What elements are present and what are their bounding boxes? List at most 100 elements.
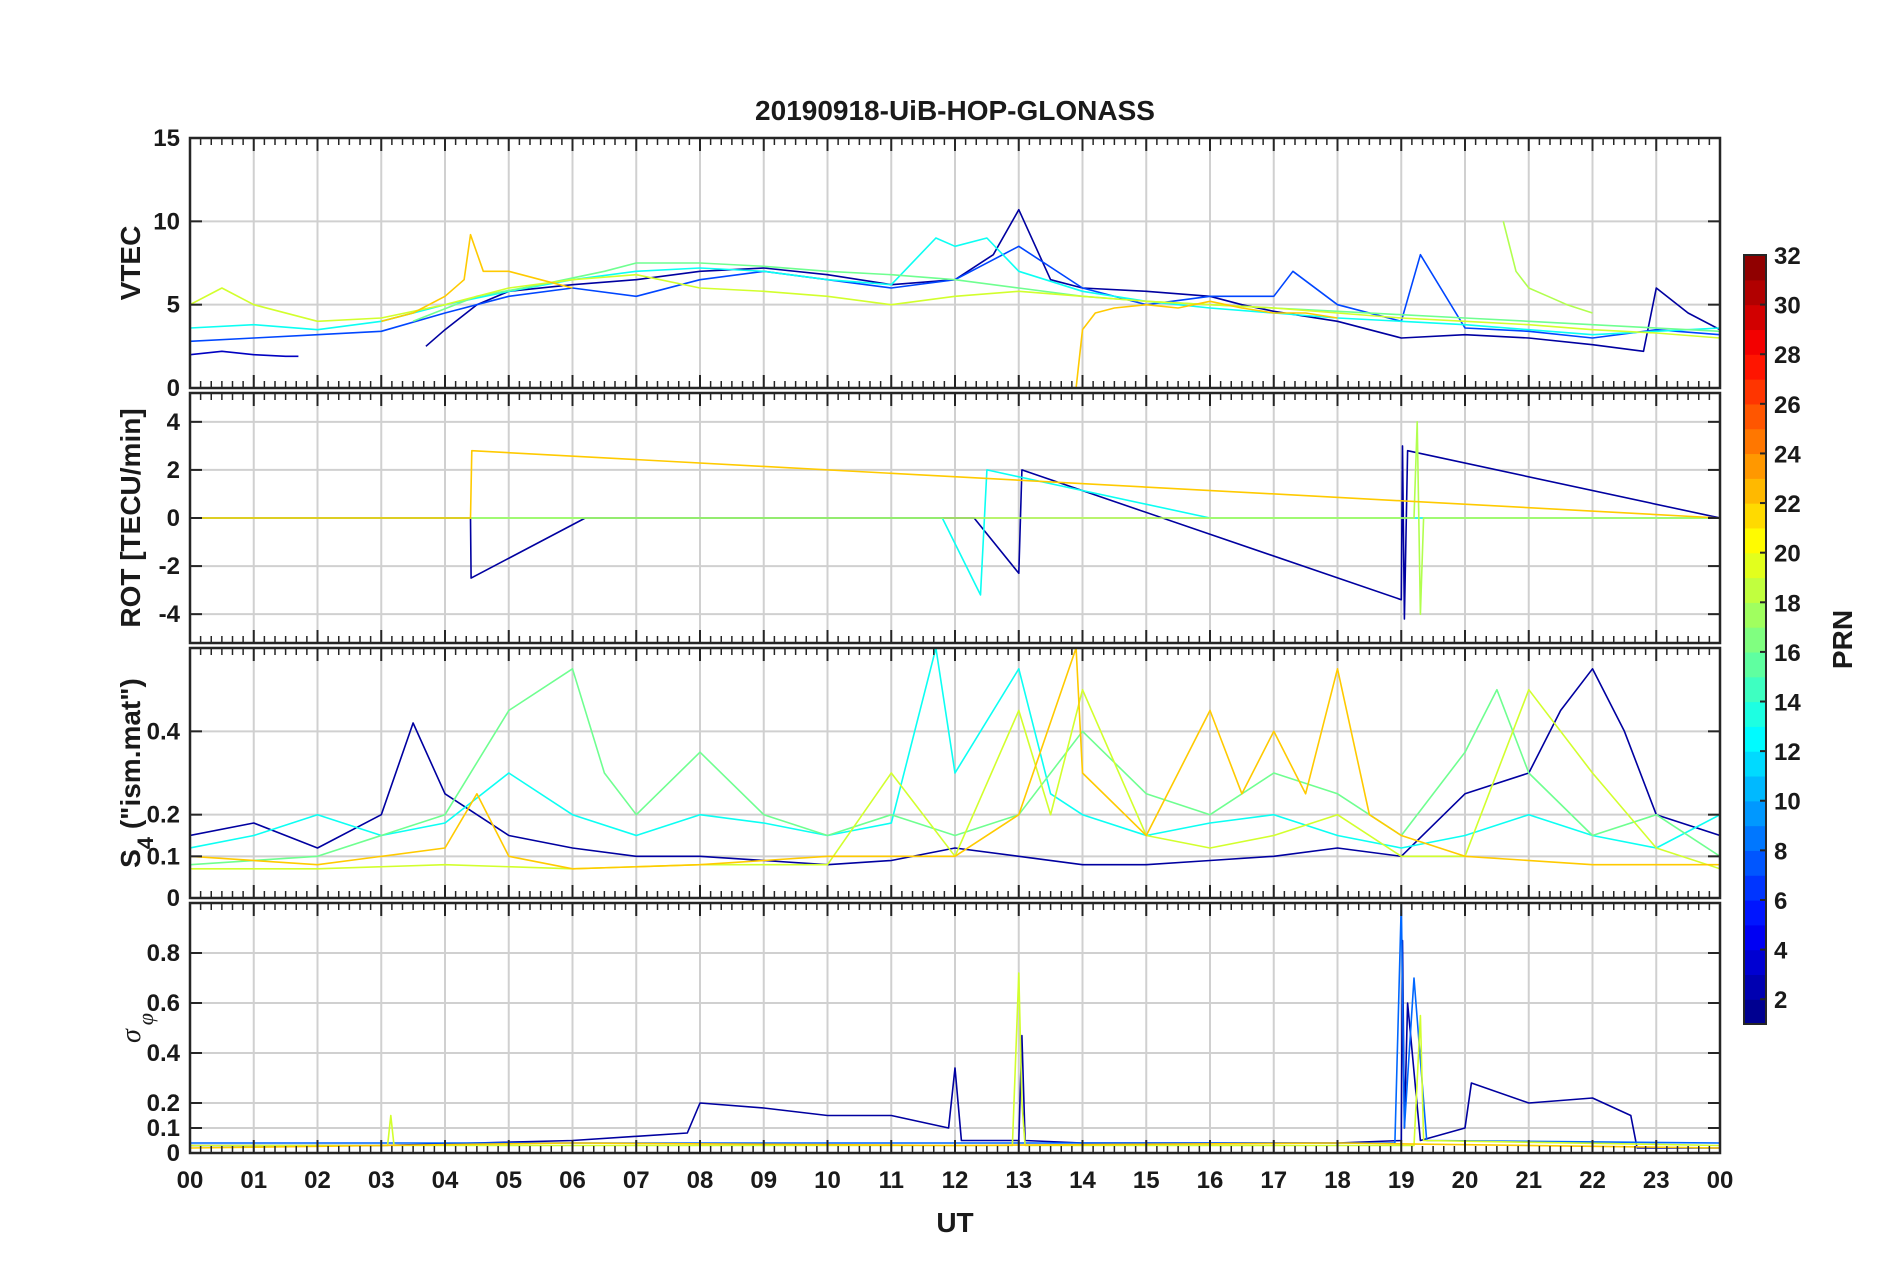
colorbar-tick-label: 32 [1774,243,1801,270]
x-tick-label: 05 [495,1167,522,1194]
colorbar-tick-label: 6 [1774,888,1787,915]
series-line-prn-19 [190,972,1720,1147]
x-tick-label: 18 [1324,1167,1351,1194]
y-tick-label: 5 [167,292,180,319]
colorbar-tick-label: 8 [1774,838,1787,865]
y-tick-label: 0 [167,375,180,402]
series-line-prn-16 [412,262,1720,333]
x-tick-label: 09 [750,1167,777,1194]
colorbar-segment [1744,949,1766,975]
x-tick-label: 08 [687,1167,714,1194]
x-tick-label: 20 [1452,1167,1479,1194]
x-tick-label: 14 [1069,1167,1096,1194]
colorbar-segment [1744,527,1766,554]
colorbar-segment [1744,279,1766,306]
x-tick-label: 00 [1707,1167,1734,1194]
colorbar-segment [1744,577,1766,603]
series-line-prn-7 [190,245,1720,343]
y-axis-label: ROT [TECU/min] [115,408,146,627]
y-tick-label: 0.4 [147,1040,181,1067]
panel-2: 0 0.1 0.2 0.4S4 ("ism.mat") [115,646,1722,912]
series-line-prn-22 [190,449,1720,519]
y-axis-label: VTEC [115,226,146,301]
colorbar-segment [1744,255,1766,281]
x-tick-label: 10 [814,1167,841,1194]
panel-3: 00.10.2 0.4 0.6 0.8 σφ [116,901,1722,1167]
y-tick-label: -2 [159,553,180,580]
panel-frame [188,646,1722,900]
chart-title: 20190918-UiB-HOP-GLONASS [755,95,1155,126]
colorbar-segment [1744,602,1766,628]
colorbar-tick-label: 12 [1774,739,1801,766]
colorbar-tick-label: 14 [1774,690,1801,717]
colorbar-segment [1744,974,1766,1000]
series-line-prn-2 [190,667,1720,866]
series-line-prn-3 [190,350,299,358]
series-group [190,648,1720,870]
x-tick-label: 15 [1133,1167,1160,1194]
series-line-prn-8 [190,903,1720,1144]
y-tick-label: 0 [167,1140,180,1167]
panel-0: 0 5 10 15 VTEC [115,125,1722,402]
colorbar-segment [1744,354,1766,380]
series-line-prn-19 [190,273,1720,339]
colorbar-segment [1744,503,1766,529]
y-tick-label: 0.2 [147,802,180,829]
x-tick-label: 06 [559,1167,586,1194]
colorbar-tick-label: 16 [1774,640,1801,667]
colorbar-tick-label: 20 [1774,541,1801,568]
colorbar-frame [1743,254,1767,1025]
colorbar-label: PRN [1827,610,1858,669]
x-tick-label: 23 [1643,1167,1670,1194]
x-axis-label: UT [936,1207,973,1238]
colorbar-segment [1744,999,1766,1025]
colorbar-segment [1744,478,1766,504]
panel-frame [188,136,1722,390]
y-tick-label: 0.8 [147,940,180,967]
colorbar-tick-label: 22 [1774,491,1801,518]
y-axis-label: S4 ("ism.mat") [115,678,158,868]
x-tick-label: 17 [1260,1167,1287,1194]
colorbar-tick-label: 4 [1774,938,1788,965]
colorbar-segment [1744,403,1766,430]
colorbar-segment [1744,775,1766,802]
colorbar-segment [1744,701,1766,727]
y-tick-label: 0 [167,505,180,532]
series-line-prn-13 [190,648,1720,849]
colorbar-segment [1744,651,1766,678]
colorbar-segment [1744,329,1766,355]
colorbar-segment [1744,850,1766,876]
series-line-prn-22 [1075,300,1338,388]
colorbar-segment [1744,379,1766,405]
series-group [190,208,1720,388]
x-tick-label: 19 [1388,1167,1415,1194]
colorbar-tick-label: 24 [1774,441,1801,468]
series-line-prn-22 [381,233,573,323]
y-tick-label: 4 [167,409,181,436]
y-tick-label: 15 [153,125,180,152]
x-tick-label: 07 [623,1167,650,1194]
colorbar-segment [1744,751,1766,777]
x-tick-label: 22 [1579,1167,1606,1194]
colorbar-tick-label: 28 [1774,342,1801,369]
x-tick-label: 21 [1515,1167,1542,1194]
y-axis-label: σφ [116,1013,158,1043]
series-line-prn-2 [190,939,1720,1149]
panel-1: -4 -2 0 2 4 ROT [TECU/min] [115,391,1722,645]
y-tick-label: -4 [159,601,181,628]
series-line-prn-22 [190,648,1720,870]
y-tick-label: 0.4 [147,718,181,745]
y-tick-label: 0.2 [147,1090,180,1117]
colorbar-segment [1744,924,1766,951]
x-tick-label: 12 [942,1167,969,1194]
series-line-prn-18 [1502,221,1593,314]
x-tick-label: 16 [1197,1167,1224,1194]
colorbar-segment [1744,676,1766,703]
panel-frame [188,391,1722,645]
x-tick-label: 00 [177,1167,204,1194]
colorbar-tick-label: 10 [1774,789,1801,816]
x-tick-label: 13 [1005,1167,1032,1194]
